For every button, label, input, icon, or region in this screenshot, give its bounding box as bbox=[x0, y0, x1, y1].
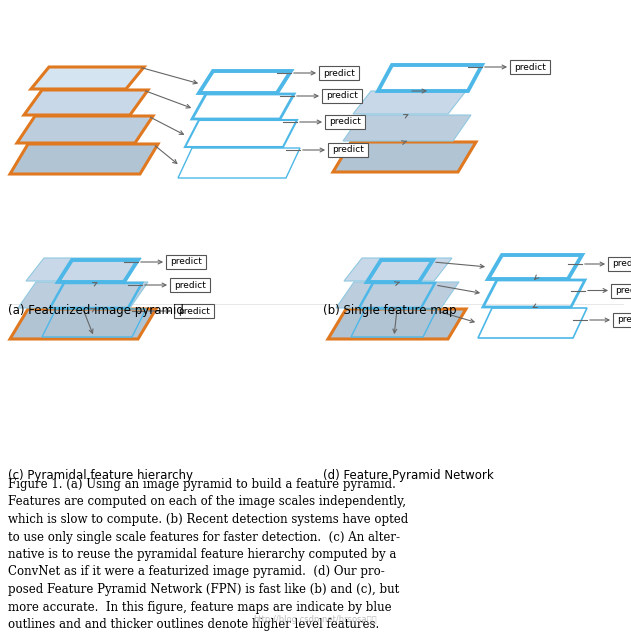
Text: predict: predict bbox=[514, 63, 546, 72]
Polygon shape bbox=[336, 282, 459, 308]
Bar bbox=[170, 278, 210, 292]
Polygon shape bbox=[24, 90, 148, 115]
Text: ConvNet as if it were a featurized image pyramid.  (d) Our pro-: ConvNet as if it were a featurized image… bbox=[8, 566, 385, 578]
Polygon shape bbox=[328, 309, 466, 339]
Bar bbox=[174, 304, 214, 318]
Text: Features are computed on each of the image scales independently,: Features are computed on each of the ima… bbox=[8, 496, 406, 508]
Text: predict: predict bbox=[326, 91, 358, 101]
Bar bbox=[166, 255, 206, 269]
Text: outlines and and thicker outlines denote higher level features.: outlines and and thicker outlines denote… bbox=[8, 618, 379, 631]
Text: native is to reuse the pyramidal feature hierarchy computed by a: native is to reuse the pyramidal feature… bbox=[8, 548, 396, 561]
Polygon shape bbox=[10, 309, 156, 339]
Text: predict: predict bbox=[178, 306, 210, 316]
Bar bbox=[325, 115, 365, 129]
Bar bbox=[611, 283, 631, 297]
Bar bbox=[613, 313, 631, 327]
Bar bbox=[510, 60, 550, 74]
Text: predict: predict bbox=[612, 259, 631, 269]
Text: predict: predict bbox=[170, 257, 202, 266]
Text: predict: predict bbox=[174, 280, 206, 290]
Text: predict: predict bbox=[329, 117, 361, 127]
Text: to use only single scale features for faster detection.  (c) An alter-: to use only single scale features for fa… bbox=[8, 531, 400, 543]
Bar bbox=[322, 89, 362, 103]
Text: which is slow to compute. (b) Recent detection systems have opted: which is slow to compute. (b) Recent det… bbox=[8, 513, 408, 526]
Polygon shape bbox=[18, 282, 148, 308]
Text: predict: predict bbox=[323, 68, 355, 77]
Text: predict: predict bbox=[332, 145, 364, 155]
Text: predict: predict bbox=[615, 286, 631, 295]
Text: more accurate.  In this figure, feature maps are indicate by blue: more accurate. In this figure, feature m… bbox=[8, 600, 392, 614]
Polygon shape bbox=[10, 144, 158, 174]
Polygon shape bbox=[333, 142, 476, 172]
Text: (c) Pyramidal feature hierarchy: (c) Pyramidal feature hierarchy bbox=[8, 469, 193, 482]
Text: posed Feature Pyramid Network (FPN) is fast like (b) and (c), but: posed Feature Pyramid Network (FPN) is f… bbox=[8, 583, 399, 596]
Polygon shape bbox=[344, 258, 452, 281]
Polygon shape bbox=[343, 115, 471, 141]
Text: http://blog.csdn.net/hrsosa博客: http://blog.csdn.net/hrsosa博客 bbox=[253, 615, 377, 624]
Polygon shape bbox=[353, 91, 466, 114]
Polygon shape bbox=[17, 116, 153, 143]
Text: (a) Featurized image pyramid: (a) Featurized image pyramid bbox=[8, 304, 184, 317]
Bar bbox=[608, 257, 631, 271]
Text: (d) Feature Pyramid Network: (d) Feature Pyramid Network bbox=[323, 469, 493, 482]
Text: predict: predict bbox=[617, 316, 631, 325]
Bar bbox=[328, 143, 368, 157]
Bar bbox=[319, 66, 359, 80]
Polygon shape bbox=[31, 67, 144, 89]
Text: Figure 1. (a) Using an image pyramid to build a feature pyramid.: Figure 1. (a) Using an image pyramid to … bbox=[8, 478, 396, 491]
Text: (b) Single feature map: (b) Single feature map bbox=[323, 304, 456, 317]
Polygon shape bbox=[26, 258, 141, 281]
